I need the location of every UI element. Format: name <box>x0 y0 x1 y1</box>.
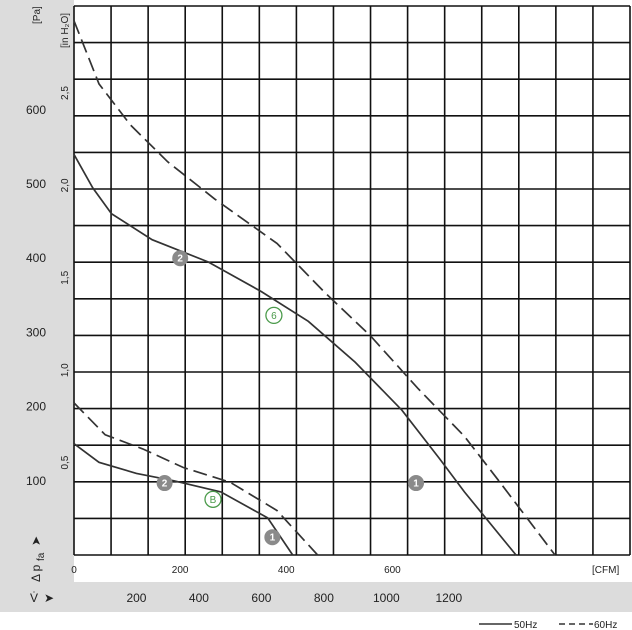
markers: 2 6 1 2 B 1 <box>156 250 425 546</box>
tick-label-m3h: 800 <box>314 591 334 605</box>
tick-label-cfm: 600 <box>384 565 401 576</box>
marker-circle <box>204 490 222 509</box>
marker-circle <box>156 475 173 492</box>
tick-label-inh2o: 2,0 <box>60 178 71 192</box>
tick-label-pa: 100 <box>26 474 46 488</box>
tick-label-pa: 200 <box>26 400 46 414</box>
tick-label-pa: 500 <box>26 177 46 191</box>
marker-label: 2 <box>162 479 168 490</box>
tick-label-m3h: 1200 <box>435 591 462 605</box>
marker-circle <box>172 250 189 267</box>
left-axis-strip <box>0 0 74 612</box>
curve-50hz-solid <box>73 153 517 556</box>
tick-label-cfm: 200 <box>172 565 189 576</box>
marker-circle <box>408 475 425 492</box>
tick-label-m3h: 400 <box>189 591 209 605</box>
x-axis-arrow: ➤ <box>44 591 54 605</box>
tick-label-cfm: 0 <box>71 565 77 576</box>
tick-label-inh2o: 2,5 <box>60 86 71 100</box>
marker-label: 6 <box>271 311 277 322</box>
y-axis-arrow: ➤ <box>29 536 43 546</box>
curve-60hz-dashed <box>73 402 319 556</box>
legend: 50Hz 60Hz <box>479 620 617 630</box>
operating-point-marker: 1 <box>264 529 281 546</box>
legend-label-60hz: 60Hz <box>594 620 617 630</box>
tick-label-m3h: 200 <box>126 591 146 605</box>
y-axis-subscript: fa <box>36 552 47 561</box>
marker-label: B <box>210 495 217 506</box>
tick-label-m3h: 600 <box>251 591 271 605</box>
tick-label-pa: 300 <box>26 325 46 339</box>
curve-50hz-solid <box>73 443 294 556</box>
bottom-axis-strip <box>0 582 632 612</box>
curve-60hz-dashed <box>73 20 556 556</box>
y-unit-inh2o: [in H₂O] <box>60 13 71 48</box>
marker-label: 1 <box>270 533 276 544</box>
grid <box>73 5 631 556</box>
tick-label-pa: 600 <box>26 103 46 117</box>
y-axis-title: Δ p fa ➤ <box>29 536 47 582</box>
tick-label-inh2o: 1,5 <box>60 270 71 284</box>
x-unit-cfm: [CFM] <box>592 565 619 576</box>
marker-label: 2 <box>177 254 183 265</box>
plot-area <box>74 0 632 582</box>
tick-label-cfm: 400 <box>278 565 295 576</box>
ticks: 100 200 300 400 500 600 0,5 1,0 1,5 2,0 2,5 0 200 400… <box>26 86 463 605</box>
operating-point-marker: 2 <box>172 250 189 267</box>
curves <box>73 20 556 556</box>
y-unit-pa: [Pa] <box>32 6 43 24</box>
tick-label-inh2o: 0,5 <box>60 455 71 469</box>
x-axis-symbol: V̇ <box>30 591 38 605</box>
operating-point-marker: 2 <box>156 475 173 492</box>
tick-label-pa: 400 <box>26 251 46 265</box>
tick-label-inh2o: 1,0 <box>60 363 71 377</box>
operating-point-marker: 6 <box>265 306 283 325</box>
y-axis-symbol: Δ p <box>29 564 43 582</box>
tick-label-m3h: 1000 <box>373 591 400 605</box>
x-axis-title: V̇ ➤ <box>30 591 54 605</box>
legend-label-50hz: 50Hz <box>514 620 537 630</box>
marker-label: 1 <box>413 479 419 490</box>
marker-circle <box>264 529 281 546</box>
marker-circle <box>265 306 283 325</box>
operating-point-marker: B <box>204 490 222 509</box>
operating-point-marker: 1 <box>408 475 425 492</box>
